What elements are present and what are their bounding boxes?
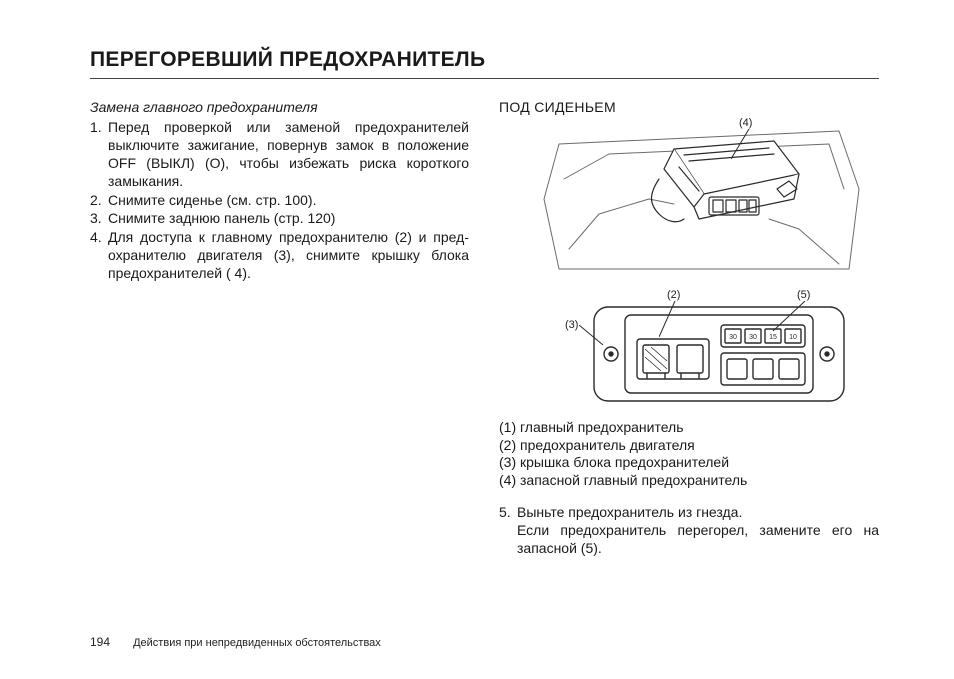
footer-section: Действия при непредвиденных обстоятельст… bbox=[133, 637, 381, 649]
page-number: 194 bbox=[90, 635, 110, 649]
manual-page: ПЕРЕГОРЕВШИЙ ПРЕДОХРАНИТЕЛЬ Замена главн… bbox=[0, 0, 954, 679]
step-text: Для доступа к главному предохранителю (2… bbox=[108, 229, 469, 283]
callout-3: (3) bbox=[565, 319, 578, 333]
step-number: 5. bbox=[499, 504, 517, 557]
page-title: ПЕРЕГОРЕВШИЙ ПРЕДОХРАНИТЕЛЬ bbox=[90, 48, 879, 72]
two-columns: Замена главного предохранителя 1. Перед … bbox=[90, 99, 879, 558]
left-column: Замена главного предохранителя 1. Перед … bbox=[90, 99, 469, 558]
step-text: Снимите сиденье (см. стр. 100). bbox=[108, 192, 469, 210]
leader-2-icon bbox=[659, 301, 699, 341]
step-2: 2. Снимите сиденье (см. стр. 100). bbox=[90, 192, 469, 210]
step-text: Выньте предохранитель из гнезда. Если пр… bbox=[517, 504, 879, 557]
step-5: 5. Выньте предохранитель из гнезда. Если… bbox=[499, 504, 879, 557]
right-column: ПОД СИДЕНЬЕМ bbox=[499, 99, 879, 558]
legend-item: (4) запасной главный предохранитель bbox=[499, 472, 879, 490]
svg-text:30: 30 bbox=[749, 334, 757, 341]
step-number: 1. bbox=[90, 119, 108, 191]
step-number: 4. bbox=[90, 229, 108, 283]
diagram-area: (4) bbox=[499, 119, 879, 409]
legend: (1) главный предохранитель (2) предохран… bbox=[499, 419, 879, 491]
seat-diagram-icon bbox=[499, 119, 879, 294]
step-number: 2. bbox=[90, 192, 108, 210]
title-rule bbox=[90, 78, 879, 79]
svg-text:30: 30 bbox=[729, 334, 737, 341]
leader-3-icon bbox=[579, 325, 619, 355]
leader-4-icon bbox=[731, 129, 791, 169]
step-3: 3. Снимите заднюю панель (стр. 120) bbox=[90, 210, 469, 228]
step-text: Снимите заднюю панель (стр. 120) bbox=[108, 210, 469, 228]
step-5-line1: Выньте предохранитель из гнезда. bbox=[517, 504, 742, 520]
procedure-subtitle: Замена главного предохранителя bbox=[90, 99, 469, 117]
step-4: 4. Для доступа к главному предохранителю… bbox=[90, 229, 469, 283]
legend-item: (3) крышка блока предохранителей bbox=[499, 454, 879, 472]
step-1: 1. Перед проверкой или заменой предохран… bbox=[90, 119, 469, 191]
diagram-subhead: ПОД СИДЕНЬЕМ bbox=[499, 99, 616, 117]
step-number: 3. bbox=[90, 210, 108, 228]
step-5-line2: Если предохранитель перегорел, замените … bbox=[517, 522, 879, 557]
leader-5-icon bbox=[769, 301, 819, 341]
step-text: Перед проверкой или заменой предохраните… bbox=[108, 119, 469, 191]
legend-item: (1) главный предохранитель bbox=[499, 419, 879, 437]
page-footer: 194 Действия при непредвиденных обстояте… bbox=[90, 635, 381, 649]
legend-item: (2) предохранитель двигателя bbox=[499, 437, 879, 455]
